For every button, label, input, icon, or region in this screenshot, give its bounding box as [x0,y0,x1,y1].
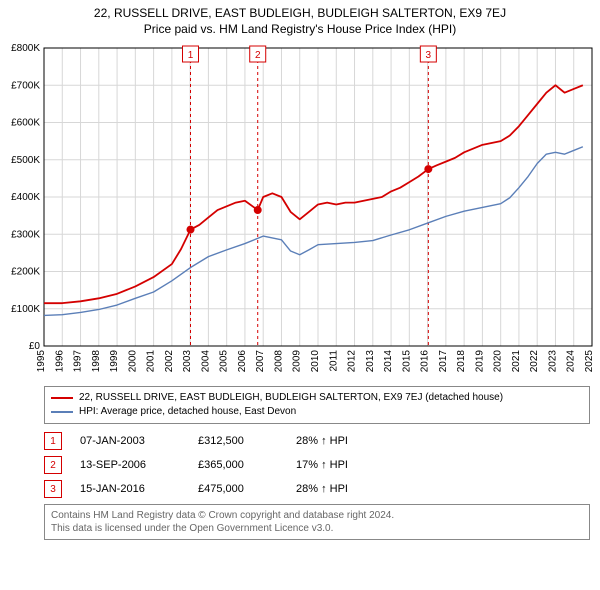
event-price: £312,500 [198,435,278,447]
legend-swatch [51,397,73,399]
svg-text:2019: 2019 [474,350,485,373]
svg-text:2020: 2020 [493,350,504,373]
event-row: 1 07-JAN-2003 £312,500 28% ↑ HPI [44,432,590,450]
legend: 22, RUSSELL DRIVE, EAST BUDLEIGH, BUDLEI… [44,386,590,424]
event-date: 15-JAN-2016 [80,483,180,495]
svg-text:2: 2 [255,50,261,61]
svg-text:1995: 1995 [36,350,47,373]
svg-text:£200K: £200K [11,267,40,278]
svg-text:2022: 2022 [529,350,540,373]
event-price: £365,000 [198,459,278,471]
svg-text:£700K: £700K [11,80,40,91]
legend-label: HPI: Average price, detached house, East… [79,405,296,419]
page: 22, RUSSELL DRIVE, EAST BUDLEIGH, BUDLEI… [0,0,600,540]
svg-text:£600K: £600K [11,118,40,129]
svg-text:3: 3 [426,50,432,61]
event-badge: 1 [44,432,62,450]
svg-text:1999: 1999 [109,350,120,373]
event-badge: 2 [44,456,62,474]
chart-title-subtitle: Price paid vs. HM Land Registry's House … [10,22,590,36]
chart-area: £0£100K£200K£300K£400K£500K£600K£700K£80… [0,40,600,380]
svg-text:2018: 2018 [456,350,467,373]
svg-text:2012: 2012 [347,350,358,373]
event-pct: 17% ↑ HPI [296,459,386,471]
event-list: 1 07-JAN-2003 £312,500 28% ↑ HPI 2 13-SEP-200… [44,432,590,498]
svg-text:2015: 2015 [401,350,412,373]
event-badge: 3 [44,480,62,498]
svg-text:1998: 1998 [91,350,102,373]
event-pct: 28% ↑ HPI [296,435,386,447]
svg-text:2023: 2023 [547,350,558,373]
svg-text:2014: 2014 [383,350,394,373]
attribution-line2: This data is licensed under the Open Gov… [51,522,583,535]
svg-text:2003: 2003 [182,350,193,373]
svg-text:2009: 2009 [292,350,303,373]
svg-text:£400K: £400K [11,192,40,203]
svg-text:2021: 2021 [511,350,522,373]
svg-text:2016: 2016 [420,350,431,373]
svg-text:2013: 2013 [365,350,376,373]
attribution: Contains HM Land Registry data © Crown c… [44,504,590,540]
svg-text:£800K: £800K [11,43,40,54]
svg-text:2007: 2007 [255,350,266,373]
svg-text:2010: 2010 [310,350,321,373]
svg-text:2024: 2024 [566,350,577,373]
svg-text:2004: 2004 [200,350,211,373]
svg-text:£100K: £100K [11,304,40,315]
chart-svg: £0£100K£200K£300K£400K£500K£600K£700K£80… [0,40,600,380]
svg-text:£300K: £300K [11,229,40,240]
svg-text:2006: 2006 [237,350,248,373]
chart-title-address: 22, RUSSELL DRIVE, EAST BUDLEIGH, BUDLEI… [10,6,590,20]
svg-text:1997: 1997 [73,350,84,373]
legend-swatch [51,411,73,413]
svg-text:1996: 1996 [54,350,65,373]
svg-text:2025: 2025 [584,350,595,373]
event-pct: 28% ↑ HPI [296,483,386,495]
event-row: 3 15-JAN-2016 £475,000 28% ↑ HPI [44,480,590,498]
svg-text:2008: 2008 [273,350,284,373]
svg-text:2000: 2000 [127,350,138,373]
svg-text:2005: 2005 [219,350,230,373]
event-row: 2 13-SEP-2006 £365,000 17% ↑ HPI [44,456,590,474]
svg-text:2001: 2001 [146,350,157,373]
legend-label: 22, RUSSELL DRIVE, EAST BUDLEIGH, BUDLEI… [79,391,503,405]
event-date: 13-SEP-2006 [80,459,180,471]
svg-text:1: 1 [188,50,194,61]
svg-text:2011: 2011 [328,350,339,372]
svg-text:2017: 2017 [438,350,449,373]
event-date: 07-JAN-2003 [80,435,180,447]
event-price: £475,000 [198,483,278,495]
attribution-line1: Contains HM Land Registry data © Crown c… [51,509,583,522]
legend-row: 22, RUSSELL DRIVE, EAST BUDLEIGH, BUDLEI… [51,391,583,405]
svg-text:2002: 2002 [164,350,175,373]
svg-text:£500K: £500K [11,155,40,166]
chart-title-block: 22, RUSSELL DRIVE, EAST BUDLEIGH, BUDLEI… [0,0,600,40]
legend-row: HPI: Average price, detached house, East… [51,405,583,419]
